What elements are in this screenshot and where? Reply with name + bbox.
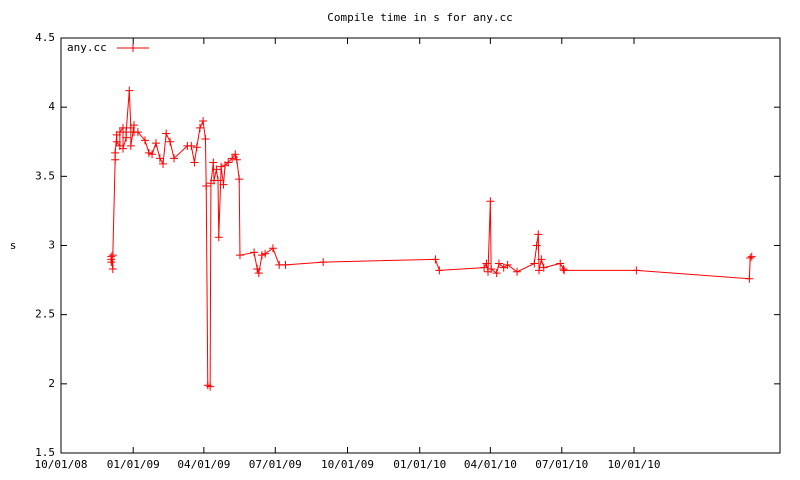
point <box>319 258 328 267</box>
point <box>133 128 142 137</box>
point <box>129 121 138 130</box>
point <box>119 144 128 153</box>
x-tick-label: 07/01/09 <box>249 458 302 471</box>
point <box>112 137 121 146</box>
point <box>192 143 201 152</box>
point <box>235 175 244 184</box>
point <box>268 244 277 253</box>
point <box>250 248 259 257</box>
x-tick-label: 10/01/10 <box>608 458 661 471</box>
point <box>231 150 240 159</box>
y-tick-label: 4 <box>48 100 55 113</box>
y-tick-label: 3.5 <box>35 169 55 182</box>
chart-title: Compile time in s for any.cc <box>327 11 512 24</box>
point <box>159 159 168 168</box>
point <box>745 274 754 283</box>
point <box>155 154 164 163</box>
point <box>126 141 135 150</box>
y-tick-label: 4.5 <box>35 31 55 44</box>
point <box>261 249 270 258</box>
point <box>213 176 222 185</box>
point <box>202 182 211 191</box>
point <box>232 155 241 164</box>
point <box>435 266 444 275</box>
point <box>166 137 175 146</box>
y-tick-label: 1.5 <box>35 446 55 459</box>
point <box>214 233 223 242</box>
point <box>170 154 179 163</box>
point <box>212 165 221 174</box>
point <box>480 263 489 272</box>
x-tick-label: 01/01/10 <box>393 458 446 471</box>
legend-marker <box>129 44 137 52</box>
point <box>281 260 290 269</box>
point <box>201 134 210 143</box>
point <box>199 117 208 125</box>
point <box>209 158 218 167</box>
point <box>494 259 503 268</box>
point <box>632 266 641 275</box>
point <box>187 141 196 150</box>
point <box>224 158 233 167</box>
x-tick-label: 10/01/08 <box>35 458 88 471</box>
point <box>108 265 117 274</box>
legend-label: any.cc <box>67 41 107 54</box>
point <box>513 267 522 276</box>
x-tick-label: 04/01/10 <box>464 458 517 471</box>
point <box>190 158 199 167</box>
point <box>530 259 539 268</box>
point <box>431 255 440 264</box>
x-tick-label: 01/01/09 <box>107 458 160 471</box>
y-axis-label: s <box>10 239 17 252</box>
plot-border <box>60 37 781 454</box>
point <box>195 123 204 132</box>
point <box>122 128 131 137</box>
point <box>556 259 565 268</box>
point <box>532 241 541 250</box>
point <box>206 382 215 391</box>
point <box>535 266 544 275</box>
point <box>537 255 546 264</box>
point <box>151 139 160 148</box>
point <box>217 162 226 171</box>
point <box>503 260 512 269</box>
y-tick-label: 2.5 <box>35 308 55 321</box>
point <box>140 136 149 145</box>
point <box>747 252 756 261</box>
x-tick-label: 07/01/10 <box>535 458 588 471</box>
series-line <box>110 90 753 388</box>
point <box>534 230 543 239</box>
point <box>111 148 120 157</box>
point <box>560 266 569 275</box>
point <box>125 86 134 95</box>
y-tick-label: 2 <box>48 377 55 390</box>
x-tick-label: 10/01/09 <box>321 458 374 471</box>
point <box>162 129 171 138</box>
point <box>486 197 495 206</box>
point <box>107 252 116 261</box>
point <box>487 265 496 274</box>
point <box>228 154 237 163</box>
point <box>119 123 128 132</box>
point <box>235 251 244 260</box>
point <box>108 251 117 260</box>
point <box>148 150 157 159</box>
y-tick-label: 3 <box>48 239 55 252</box>
point <box>539 263 548 272</box>
point <box>253 265 262 274</box>
x-tick-label: 04/01/09 <box>177 458 230 471</box>
point <box>746 253 755 262</box>
point <box>559 265 568 274</box>
point <box>219 180 228 189</box>
point <box>492 269 501 278</box>
point <box>482 259 491 268</box>
point <box>254 269 263 278</box>
point <box>111 155 120 164</box>
